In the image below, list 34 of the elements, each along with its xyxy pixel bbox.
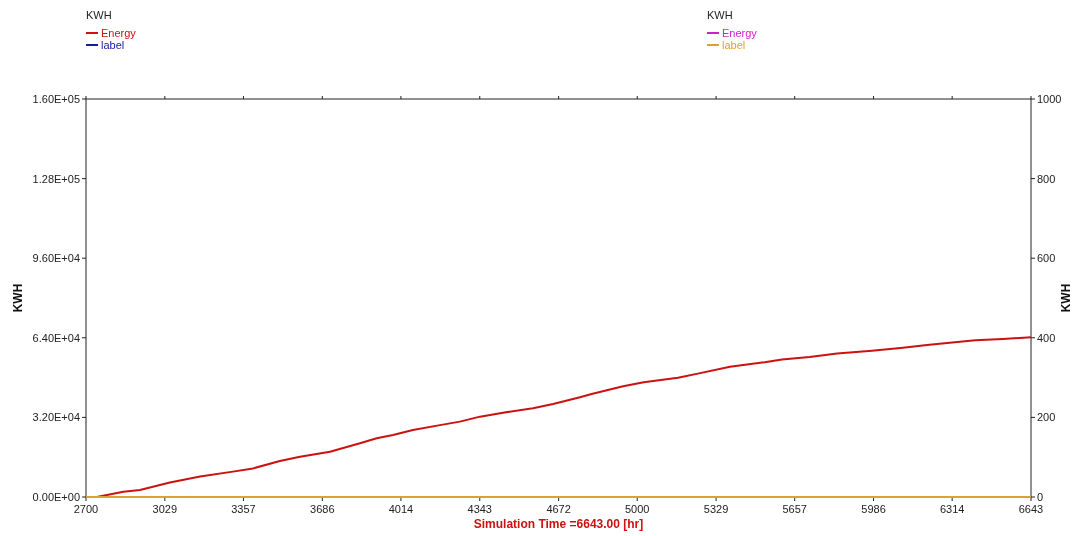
x-tick-label: 5657 xyxy=(782,503,807,515)
x-tick-label: 5000 xyxy=(624,503,650,515)
y-tick-label: 1.28E+05 xyxy=(32,172,80,185)
y-tick-label: 1.60E+05 xyxy=(32,93,80,105)
x-tick-label: 5986 xyxy=(861,503,886,515)
x-tick-label: 4343 xyxy=(467,503,493,515)
y-tick-label: 6.40E+04 xyxy=(32,331,80,344)
legend-label: Energy xyxy=(722,27,758,39)
y2-tick-label: 400 xyxy=(1037,331,1056,344)
x-axis-title: Simulation Time =6643.00 [hr] xyxy=(473,517,644,531)
y-tick-label: 9.60E+04 xyxy=(32,252,80,265)
legend-label: label xyxy=(101,39,125,51)
legend-label: Energy xyxy=(101,27,137,39)
x-tick-label: 4014 xyxy=(388,503,414,515)
y-tick-label: 0.00E+00 xyxy=(32,491,80,503)
legend-title: KWH xyxy=(86,9,112,21)
y2-tick-label: 0 xyxy=(1037,491,1044,503)
y2-axis-title: KWH xyxy=(1059,283,1073,313)
x-tick-label: 2700 xyxy=(73,503,99,515)
text: KWH xyxy=(707,9,733,21)
x-tick-label: 3686 xyxy=(310,503,335,515)
x-tick-label: 3357 xyxy=(231,503,256,515)
y2-tick-label: 200 xyxy=(1037,411,1056,424)
x-tick-label: 6643 xyxy=(1018,503,1044,515)
y-tick-label: 3.20E+04 xyxy=(32,411,80,424)
x-tick-label: 4672 xyxy=(546,503,571,515)
x-tick-label: 5329 xyxy=(703,503,729,515)
x-tick-label: 3029 xyxy=(152,503,178,515)
x-tick-label: 6314 xyxy=(939,503,965,515)
y2-tick-label: 1000 xyxy=(1037,93,1062,105)
y2-tick-label: 600 xyxy=(1037,252,1056,265)
y-axis-title: KWH xyxy=(11,283,25,313)
y2-tick-label: 800 xyxy=(1037,172,1056,185)
legend-label: label xyxy=(722,39,746,51)
